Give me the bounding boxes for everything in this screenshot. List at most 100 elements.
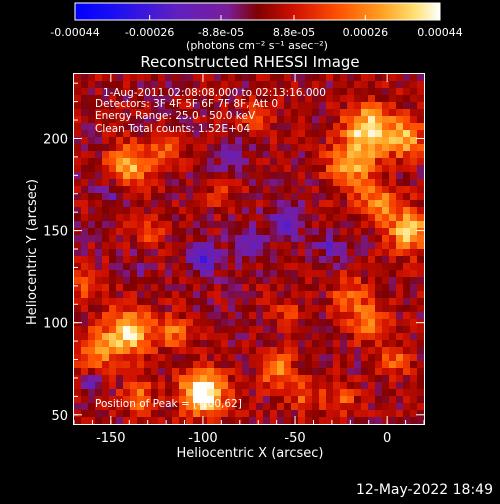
heatmap-cell — [172, 172, 180, 180]
heatmap-cell — [410, 256, 418, 264]
heatmap-cell — [179, 74, 187, 82]
heatmap-cell — [417, 298, 425, 306]
heatmap-cell — [333, 305, 341, 313]
heatmap-cell — [256, 235, 264, 243]
heatmap-cell — [228, 396, 236, 404]
heatmap-cell — [221, 81, 229, 89]
heatmap-cell — [109, 81, 117, 89]
heatmap-cell — [165, 214, 173, 222]
heatmap-cell — [319, 242, 327, 250]
heatmap-cell — [319, 312, 327, 320]
heatmap-cell — [200, 144, 208, 152]
heatmap-cell — [305, 137, 313, 145]
heatmap-cell — [375, 193, 383, 201]
heatmap-cell — [81, 340, 89, 348]
heatmap-cell — [298, 326, 306, 334]
heatmap-cell — [256, 291, 264, 299]
heatmap-cell — [151, 158, 159, 166]
heatmap-cell — [410, 410, 418, 418]
heatmap-cell — [74, 74, 82, 82]
heatmap-cell — [298, 389, 306, 397]
heatmap-cell — [214, 305, 222, 313]
heatmap-cell — [123, 389, 131, 397]
heatmap-cell — [361, 256, 369, 264]
heatmap-cell — [326, 277, 334, 285]
heatmap-cell — [207, 214, 215, 222]
heatmap-cell — [333, 221, 341, 229]
heatmap-cell — [382, 81, 390, 89]
heatmap-cell — [186, 172, 194, 180]
heatmap-cell — [228, 102, 236, 110]
heatmap-cell — [207, 277, 215, 285]
heatmap-cell — [221, 158, 229, 166]
heatmap-cell — [193, 389, 201, 397]
heatmap-cell — [130, 354, 138, 362]
heatmap-cell — [158, 256, 166, 264]
heatmap-cell — [158, 249, 166, 257]
heatmap-cell — [74, 389, 82, 397]
heatmap-cell — [200, 242, 208, 250]
heatmap-cell — [200, 382, 208, 390]
heatmap-cell — [403, 361, 411, 369]
heatmap-cell — [270, 109, 278, 117]
heatmap-cell — [116, 249, 124, 257]
heatmap-cell — [382, 326, 390, 334]
heatmap-cell — [235, 298, 243, 306]
heatmap-cell — [207, 193, 215, 201]
heatmap-cell — [417, 291, 425, 299]
heatmap-cell — [144, 256, 152, 264]
heatmap-cell — [249, 95, 257, 103]
heatmap-cell — [249, 277, 257, 285]
heatmap-cell — [137, 221, 145, 229]
heatmap-cell — [298, 95, 306, 103]
heatmap-cell — [214, 130, 222, 138]
heatmap-cell — [319, 333, 327, 341]
heatmap-cell — [74, 347, 82, 355]
heatmap-cell — [123, 186, 131, 194]
heatmap-cell — [95, 172, 103, 180]
heatmap-cell — [270, 102, 278, 110]
heatmap-cell — [81, 95, 89, 103]
heatmap-cell — [88, 88, 96, 96]
heatmap-cell — [242, 270, 250, 278]
heatmap-cell — [228, 249, 236, 257]
heatmap-cell — [354, 361, 362, 369]
heatmap-cell — [319, 249, 327, 257]
heatmap-cell — [375, 242, 383, 250]
heatmap-cell — [109, 116, 117, 124]
heatmap-cell — [102, 277, 110, 285]
heatmap-cell — [186, 193, 194, 201]
heatmap-cell — [242, 130, 250, 138]
heatmap-cell — [242, 123, 250, 131]
heatmap-cell — [74, 200, 82, 208]
heatmap-cell — [263, 389, 271, 397]
heatmap-cell — [179, 207, 187, 215]
heatmap-cell — [291, 354, 299, 362]
heatmap-cell — [200, 151, 208, 159]
heatmap-cell — [263, 249, 271, 257]
heatmap-cell — [396, 319, 404, 327]
heatmap-cell — [410, 333, 418, 341]
heatmap-cell — [151, 144, 159, 152]
heatmap-cell — [158, 123, 166, 131]
heatmap-cell — [116, 396, 124, 404]
heatmap-cell — [200, 284, 208, 292]
heatmap-cell — [417, 284, 425, 292]
heatmap-cell — [354, 109, 362, 117]
heatmap-cell — [417, 228, 425, 236]
heatmap-cell — [235, 130, 243, 138]
heatmap-cell — [242, 95, 250, 103]
heatmap-cell — [207, 116, 215, 124]
heatmap-cell — [172, 389, 180, 397]
heatmap-cell — [417, 88, 425, 96]
heatmap-cell — [235, 165, 243, 173]
heatmap-cell — [396, 123, 404, 131]
heatmap-cell — [298, 228, 306, 236]
heatmap-cell — [137, 326, 145, 334]
heatmap-cell — [326, 186, 334, 194]
heatmap-cell — [207, 270, 215, 278]
heatmap-cell — [277, 172, 285, 180]
heatmap-cell — [144, 284, 152, 292]
heatmap-cell — [375, 151, 383, 159]
heatmap-cell — [137, 207, 145, 215]
